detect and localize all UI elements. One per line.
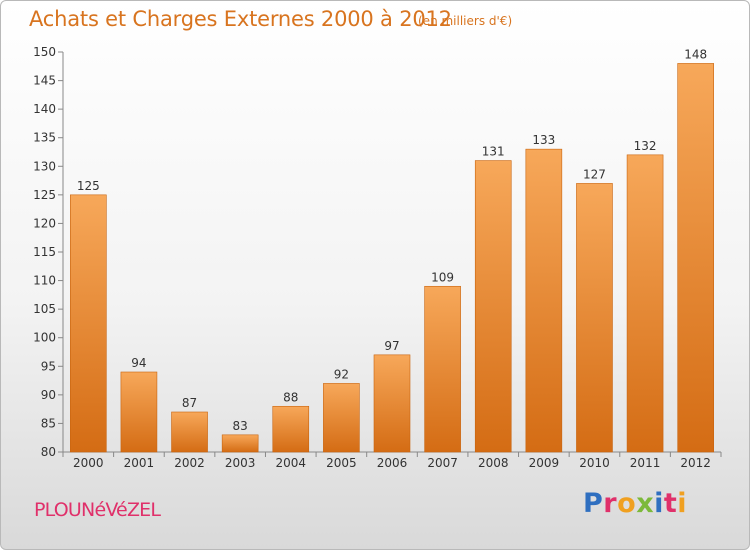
y-tick-label: 125 <box>33 188 56 202</box>
y-tick-label: 110 <box>33 274 56 288</box>
y-tick-label: 140 <box>33 102 56 116</box>
logo-letter: P <box>583 488 604 519</box>
value-label-2009: 133 <box>532 133 555 147</box>
x-tick-label: 2001 <box>124 456 155 470</box>
bar-2009 <box>525 148 563 453</box>
y-tick-label: 85 <box>41 416 56 430</box>
x-tick-label: 2000 <box>73 456 104 470</box>
bar-2008 <box>474 160 512 453</box>
value-label-2007: 109 <box>431 270 454 284</box>
y-tick-label: 115 <box>33 245 56 259</box>
bar-2000 <box>70 194 107 453</box>
bar-2004 <box>272 405 310 453</box>
bar-2011 <box>626 154 664 453</box>
value-label-2010: 127 <box>583 167 606 181</box>
y-tick-label: 150 <box>33 45 56 59</box>
x-tick-label: 2007 <box>427 456 458 470</box>
y-tick-label: 145 <box>33 74 56 88</box>
x-tick-label: 2002 <box>174 456 205 470</box>
logo-letter: t <box>663 488 678 519</box>
y-tick-label: 130 <box>33 159 56 173</box>
logo-letter: x <box>636 488 655 519</box>
value-label-2003: 83 <box>233 419 248 433</box>
bar-2003 <box>221 434 259 453</box>
x-tick-label: 2003 <box>225 456 256 470</box>
value-label-2005: 92 <box>334 367 349 381</box>
proxiti-logo[interactable]: Proxiti <box>583 488 687 519</box>
chart-bars <box>70 63 714 453</box>
value-label-2004: 88 <box>283 390 298 404</box>
chart-title: Achats et Charges Externes 2000 à 2012 <box>29 7 452 31</box>
bar-2006 <box>373 354 411 453</box>
y-tick-label: 105 <box>33 302 56 316</box>
chart-subtitle: (en milliers d'€) <box>418 14 513 28</box>
x-tick-label: 2011 <box>630 456 661 470</box>
logo-letter: i <box>677 488 688 519</box>
x-tick-label: 2008 <box>478 456 509 470</box>
y-tick-label: 135 <box>33 131 56 145</box>
value-label-2006: 97 <box>384 339 399 353</box>
bar-2005 <box>323 383 360 453</box>
y-tick-label: 95 <box>41 359 56 373</box>
logo-letter: i <box>654 488 664 519</box>
value-label-2011: 132 <box>634 139 657 153</box>
y-tick-label: 80 <box>41 445 56 459</box>
town-name: PLOUNéVéZEL <box>34 499 161 521</box>
x-tick-label: 2005 <box>326 456 357 470</box>
bar-2007 <box>424 285 461 453</box>
chart-axes: 80 85 90 95 100 105 110 115 120 125 130 135 140 145 15… <box>33 45 722 470</box>
x-tick-label: 2006 <box>377 456 408 470</box>
x-tick-label: 2012 <box>680 456 711 470</box>
bar-2010 <box>576 183 613 453</box>
bar-2012 <box>677 63 714 453</box>
bar-2001 <box>120 371 158 453</box>
y-tick-label: 100 <box>33 331 56 345</box>
chart-value-labels: 125 94 87 83 88 92 97 109 131 133 127 132 148 <box>77 47 707 432</box>
x-tick-label: 2009 <box>529 456 560 470</box>
y-tick-label: 90 <box>41 388 56 402</box>
x-tick-label: 2004 <box>275 456 306 470</box>
value-label-2001: 94 <box>131 356 146 370</box>
value-label-2008: 131 <box>482 145 505 159</box>
value-label-2012: 148 <box>684 47 707 61</box>
logo-letter: r <box>603 488 618 519</box>
y-tick-label: 120 <box>33 216 56 230</box>
value-label-2000: 125 <box>77 179 100 193</box>
logo-letter: o <box>617 488 637 519</box>
bar-2002 <box>171 411 208 453</box>
x-tick-label: 2010 <box>579 456 610 470</box>
value-label-2002: 87 <box>182 396 197 410</box>
